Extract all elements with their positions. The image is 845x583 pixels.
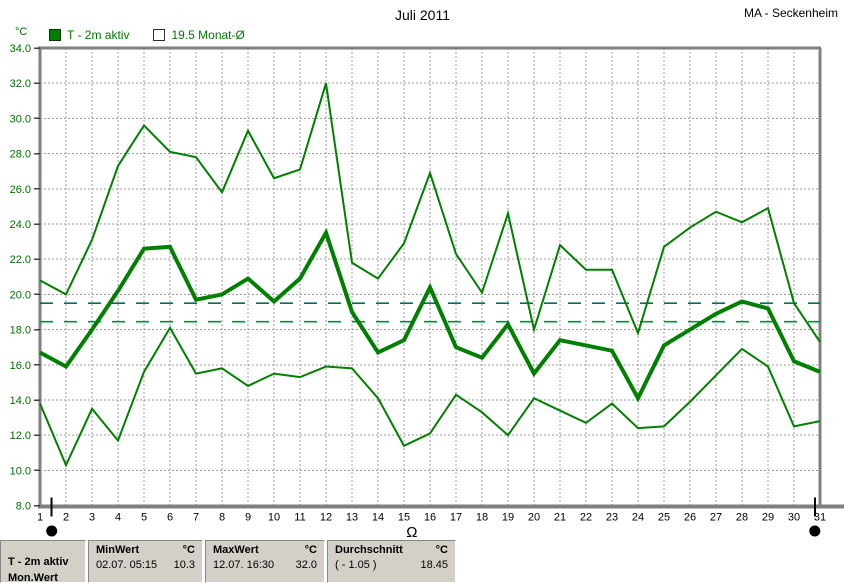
filled-square-icon <box>49 29 61 41</box>
svg-text:25: 25 <box>658 512 670 524</box>
svg-text:12.0: 12.0 <box>10 430 31 442</box>
svg-text:10: 10 <box>268 512 280 524</box>
svg-text:1: 1 <box>37 512 43 524</box>
minwert-unit: °C <box>182 544 195 556</box>
svg-text:30.0: 30.0 <box>10 113 31 125</box>
svg-text:4: 4 <box>115 512 121 524</box>
svg-text:22.0: 22.0 <box>10 254 31 266</box>
status-cell-minwert: MinWert °C 02.07. 05:15 10.3 <box>88 540 203 583</box>
svg-text:6: 6 <box>167 512 173 524</box>
svg-text:22: 22 <box>580 512 592 524</box>
svg-text:14: 14 <box>372 512 384 524</box>
svg-text:7: 7 <box>193 512 199 524</box>
minwert-timestamp: 02.07. 05:15 <box>96 559 158 571</box>
status-table: T - 2m aktiv Mon.Wert MinWert °C 02.07. … <box>0 540 458 583</box>
svg-text:14.0: 14.0 <box>10 395 31 407</box>
legend: T - 2m aktiv 19.5 Monat-Ø <box>49 28 269 42</box>
minwert-header: MinWert <box>96 544 140 556</box>
svg-text:27: 27 <box>710 512 722 524</box>
svg-text:31: 31 <box>814 512 826 524</box>
status-cell-maxwert: MaxWert °C 12.07. 16:30 32.0 <box>205 540 325 583</box>
svg-text:9: 9 <box>245 512 251 524</box>
svg-text:16: 16 <box>424 512 436 524</box>
svg-text:26.0: 26.0 <box>10 184 31 196</box>
svg-text:24.0: 24.0 <box>10 219 31 231</box>
durchschnitt-reading: 18.45 <box>420 559 448 571</box>
svg-text:29: 29 <box>762 512 774 524</box>
y-axis-unit-label: °C <box>15 26 28 38</box>
svg-text:28: 28 <box>736 512 748 524</box>
svg-text:20: 20 <box>528 512 540 524</box>
svg-text:8: 8 <box>219 512 225 524</box>
station-label: MA - Seckenheim <box>743 6 838 20</box>
page-title: Juli 2011 <box>394 7 450 23</box>
svg-text:12: 12 <box>320 512 332 524</box>
legend-item-active-series: T - 2m aktiv <box>49 28 129 42</box>
svg-text:16.0: 16.0 <box>10 360 31 372</box>
maxwert-reading: 32.0 <box>295 559 317 571</box>
svg-text:30: 30 <box>788 512 800 524</box>
svg-text:18.0: 18.0 <box>10 325 31 337</box>
status-cell-durchschnitt: Durchschnitt °C ( - 1.05 ) 18.45 <box>327 540 456 583</box>
channel-label-clipped: Mon.Wert <box>8 572 58 583</box>
svg-text:26: 26 <box>684 512 696 524</box>
channel-label: T - 2m aktiv <box>8 556 69 568</box>
svg-text:20.0: 20.0 <box>10 289 31 301</box>
durchschnitt-unit: °C <box>435 544 448 556</box>
svg-text:23: 23 <box>606 512 618 524</box>
maxwert-unit: °C <box>304 544 317 556</box>
svg-text:34.0: 34.0 <box>10 43 31 55</box>
durchschnitt-header: Durchschnitt <box>335 544 403 556</box>
svg-text:28.0: 28.0 <box>10 149 31 161</box>
svg-text:11: 11 <box>294 512 305 524</box>
minwert-reading: 10.3 <box>173 559 195 571</box>
legend-item-month-average: 19.5 Monat-Ø <box>153 28 245 42</box>
svg-text:24: 24 <box>632 512 644 524</box>
legend-label-month-average: 19.5 Monat-Ø <box>171 28 245 42</box>
svg-text:13: 13 <box>346 512 358 524</box>
svg-text:3: 3 <box>89 512 95 524</box>
svg-text:32.0: 32.0 <box>10 78 31 90</box>
maxwert-timestamp: 12.07. 16:30 <box>213 559 275 571</box>
temperature-chart[interactable]: 34.032.030.028.026.024.022.020.018.016.0… <box>0 0 845 540</box>
svg-text:8.0: 8.0 <box>16 501 31 513</box>
open-square-icon <box>153 29 166 41</box>
svg-text:5: 5 <box>141 512 147 524</box>
svg-text:2: 2 <box>63 512 69 524</box>
svg-text:15: 15 <box>398 512 410 524</box>
status-cell-channel: T - 2m aktiv Mon.Wert <box>0 540 86 583</box>
svg-text:17: 17 <box>450 512 462 524</box>
legend-label-active-series: T - 2m aktiv <box>67 28 130 42</box>
durchschnitt-offset: ( - 1.05 ) <box>335 559 377 571</box>
svg-text:19: 19 <box>502 512 514 524</box>
svg-text:21: 21 <box>554 512 566 524</box>
svg-text:18: 18 <box>476 512 488 524</box>
svg-text:Ω: Ω <box>406 524 417 540</box>
svg-text:10.0: 10.0 <box>10 465 31 477</box>
maxwert-header: MaxWert <box>213 544 259 556</box>
